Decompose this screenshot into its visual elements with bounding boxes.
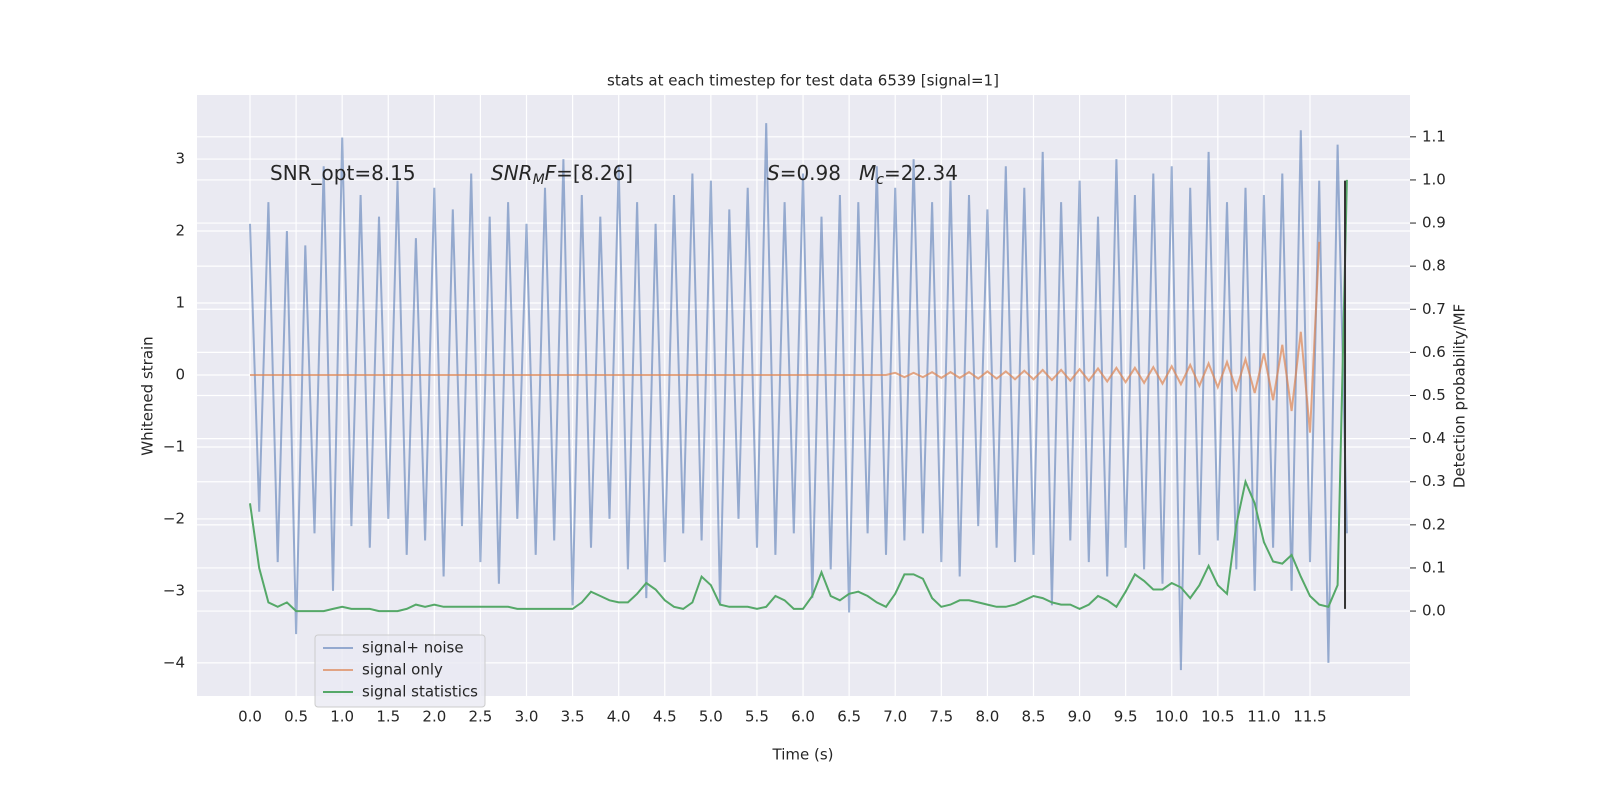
y-tick-label: 1 [175,294,185,312]
x-tick-label: 10.5 [1201,708,1234,726]
annotation-part: SNR_opt=8.15 [270,161,416,185]
y2-tick-label: 0.7 [1422,300,1446,318]
x-tick-label: 5.0 [699,708,723,726]
x-tick-label: 7.0 [883,708,907,726]
y-tick-label: 3 [175,150,185,168]
y2-axis-label: Detection probability/MF [1451,304,1469,488]
y2-tick-label: 0.4 [1422,429,1446,447]
annotation-part: M [533,172,545,188]
y-tick-label: −4 [163,653,185,671]
x-tick-label: 3.0 [515,708,539,726]
annotation: S=0.98 [767,161,841,185]
y-tick-label: −2 [163,509,185,527]
legend-box [314,634,486,708]
x-tick-label: 0.0 [238,708,262,726]
y2-tick-label: 1.0 [1422,170,1446,188]
x-axis-label: Time (s) [772,746,834,764]
x-tick-label: 0.5 [284,708,308,726]
y-tick-label: 2 [175,222,185,240]
labels: 0.0 0.5 1.0 1.5 2.0 2.5 3.0 3.5 4.0 4.5 5.0 5.5 6.0 6… [163,127,1446,725]
x-tick-label: 10.0 [1155,708,1188,726]
x-tick-label: 8.0 [975,708,999,726]
y2-tick-label: 0.0 [1422,602,1446,620]
y2-tick-label: 0.2 [1422,515,1446,533]
legend-label: signal+ noise [362,639,464,657]
y2-tick-label: 1.1 [1422,127,1446,145]
x-tick-label: 11.5 [1293,708,1326,726]
annotation-part: F [545,161,557,185]
annotation-part: =0.98 [780,161,841,185]
legend-label: signal only [362,661,443,679]
annotation-part: SNR [491,161,533,185]
annotation-part: =[8.26] [556,161,633,185]
marks [249,123,1348,671]
x-tick-label: 6.0 [791,708,815,726]
x-tick-label: 5.5 [745,708,769,726]
x-tick-label: 2.0 [422,708,446,726]
y2-tick-label: 0.9 [1422,214,1446,232]
annotation: SNRMF=[8.26] [491,161,633,189]
y2-tick-label: 0.3 [1422,472,1446,490]
annotation-part: S [767,161,780,185]
chart-title: stats at each timestep for test data 653… [607,72,999,90]
y-tick-label: −3 [163,581,185,599]
x-tick-label: 4.0 [607,708,631,726]
x-tick-label: 1.0 [330,708,354,726]
x-tick-label: 9.0 [1068,708,1092,726]
x-tick-label: 7.5 [929,708,953,726]
y-axis-label: Whitened strain [139,336,157,455]
y2-tick-label: 0.1 [1422,558,1446,576]
series-line [250,241,1321,433]
y2-tick-label: 0.5 [1422,386,1446,404]
y2-tick-label: 0.6 [1422,343,1446,361]
series-line [249,179,1348,613]
x-tick-label: 8.5 [1022,708,1046,726]
x-tick-label: 2.5 [469,708,493,726]
y2-tick-label: 0.8 [1422,257,1446,275]
annotation-part: M [859,161,876,185]
annotation: Mc=22.34 [859,161,958,189]
x-tick-label: 3.5 [561,708,585,726]
series-line [249,123,1348,671]
annotation: SNR_opt=8.15 [270,161,416,185]
annotation-part: =22.34 [884,161,958,185]
annotation-part: c [876,172,884,188]
x-tick-label: 1.5 [376,708,400,726]
x-tick-label: 4.5 [653,708,677,726]
y-tick-label: −1 [163,437,185,455]
legend-label: signal statistics [362,683,478,701]
x-tick-label: 11.0 [1247,708,1280,726]
x-tick-label: 6.5 [837,708,861,726]
x-tick-label: 9.5 [1114,708,1138,726]
y-tick-label: 0 [175,365,185,383]
